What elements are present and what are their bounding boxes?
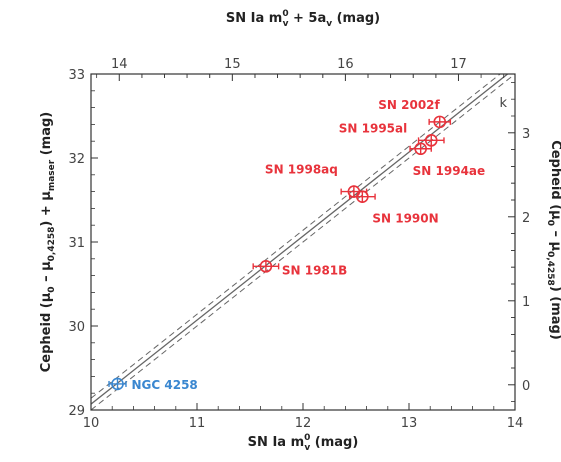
data-point-0 — [108, 377, 127, 391]
y-axis-label-sub3: maser — [47, 159, 57, 191]
y-tick-label-3: 32 — [68, 152, 85, 167]
x2-tick-label-0: 14 — [111, 57, 128, 72]
x2-axis-label-unit: (mag) — [332, 11, 380, 26]
x2-axis-label: SN Ia m0 v + 5av (mag) — [226, 9, 380, 29]
x2-tick-label-1: 15 — [224, 57, 241, 72]
y-axis-label-sub1: 0 — [47, 286, 57, 292]
y2-axis-label-text: Cepheid (μ — [548, 140, 561, 220]
corner-label: k — [499, 96, 507, 111]
y2-tick-label-3: 3 — [522, 127, 530, 142]
point-marker — [433, 115, 447, 129]
x2-tick-label-3: 17 — [450, 57, 467, 72]
x2-tick-label-2: 16 — [337, 57, 354, 72]
x-axis-label-text: SN Ia m — [248, 435, 304, 450]
x-tick-label-1: 11 — [189, 416, 206, 431]
point-marker — [424, 134, 438, 147]
x2-axis-label-mid: + 5a — [288, 11, 326, 26]
y2-axis-label-unit: ) (mag) — [548, 286, 561, 340]
y2-tick-label-0: 0 — [522, 379, 530, 394]
y-axis-label-mid: – μ — [39, 261, 54, 287]
point-label-0: NGC 4258 — [132, 378, 198, 392]
point-label-6: SN 2002f — [378, 98, 440, 112]
x2-axis-label-text: SN Ia m — [226, 11, 282, 26]
x2-axis-label-sup: 0 — [282, 9, 288, 19]
y2-axis-label-sub1: 0 — [545, 220, 555, 226]
x-tick-label-0: 10 — [83, 416, 100, 431]
data-point-4 — [409, 142, 432, 156]
y-axis-label-unit: (mag) — [39, 112, 54, 160]
data-point-3 — [348, 190, 376, 203]
y-tick-label-1: 30 — [68, 320, 85, 335]
x-tick-label-4: 14 — [507, 416, 524, 431]
y-axis-label: Cepheid (μ0 – μ0,4258) + μmaser (mag) — [39, 112, 57, 373]
point-marker — [111, 377, 124, 391]
y-axis-label-sub2: 0,4258 — [47, 227, 57, 262]
y2-axis-label-sub2: 0,4258 — [545, 251, 555, 286]
y-tick-label-2: 31 — [68, 236, 85, 251]
data-points-group — [108, 115, 452, 391]
point-label-1: SN 1981B — [282, 263, 347, 277]
y-tick-label-0: 29 — [68, 404, 85, 419]
y-tick-label-4: 33 — [68, 68, 85, 83]
y2-axis-label-mid: – μ — [548, 226, 561, 252]
point-marker — [259, 260, 273, 273]
point-label-5: SN 1995al — [339, 121, 407, 135]
x-axis-label: SN Ia m0 v (mag) — [248, 433, 359, 453]
y2-tick-label-2: 2 — [522, 211, 530, 226]
y-axis-label-text: Cepheid (μ — [39, 292, 54, 372]
data-point-6 — [428, 115, 452, 129]
y2-tick-label-1: 1 — [522, 295, 530, 310]
x-axis-label-sup: 0 — [304, 433, 310, 443]
x-tick-label-3: 13 — [401, 416, 418, 431]
data-point-5 — [417, 134, 445, 147]
x-axis-label-sub: v — [304, 443, 310, 453]
fit-band-lower — [91, 74, 515, 410]
y-axis-label-mid2: ) + μ — [39, 191, 54, 227]
point-label-3: SN 1990N — [372, 212, 438, 226]
point-label-2: SN 1998aq — [265, 163, 338, 177]
x2-axis-label-sub: v — [283, 19, 289, 29]
y2-axis-label: Cepheid (μ0 – μ0,4258) (mag) — [545, 140, 561, 340]
point-marker — [414, 142, 427, 156]
x-tick-label-2: 12 — [295, 416, 312, 431]
x-axis-label-unit: (mag) — [310, 435, 358, 450]
point-label-4: SN 1994ae — [413, 164, 486, 178]
point-labels-group: NGC 4258 SN 1981B SN 1998aq SN 1990N SN 1994… — [132, 98, 486, 392]
point-marker — [356, 190, 369, 203]
x2-axis-label-sub2: v — [326, 19, 332, 29]
data-point-1 — [252, 260, 280, 273]
